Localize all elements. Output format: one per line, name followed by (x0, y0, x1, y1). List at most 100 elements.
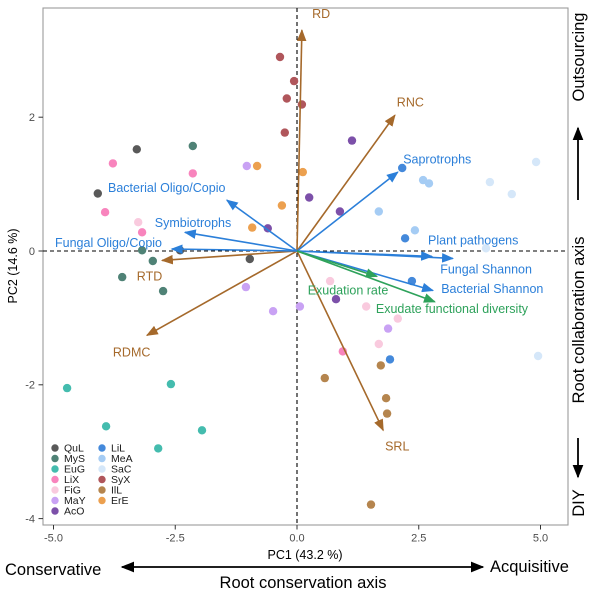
data-point-eug (197, 426, 207, 435)
legend-label-eug: EuG (64, 464, 85, 476)
legend-swatch-mys (51, 454, 59, 463)
y-axis-title: PC2 (14.6 %) (6, 228, 20, 303)
legend-swatch-qul (51, 444, 59, 452)
data-point-syx (297, 100, 307, 109)
legend-swatch-sac (98, 465, 106, 473)
data-point-eug (154, 444, 163, 453)
data-point-sac (533, 351, 543, 361)
data-point-may (242, 161, 251, 171)
bottom-right-annotation: Acquisitive (490, 558, 569, 576)
data-point-ere (298, 167, 307, 177)
legend-label-syx: SyX (111, 474, 130, 486)
data-point-ill (381, 394, 391, 403)
data-point-ere (248, 223, 257, 232)
data-point-lil (398, 163, 407, 173)
data-point-may (295, 302, 305, 311)
data-point-mys (188, 141, 197, 151)
data-point-sac (481, 244, 491, 253)
legend-swatch-ere (98, 496, 106, 505)
data-point-mys (118, 272, 127, 282)
data-point-eug (166, 379, 176, 389)
data-point-mys (158, 286, 168, 296)
data-point-syx (275, 52, 285, 62)
legend-label-lix: LiX (64, 474, 79, 486)
data-point-sac (507, 189, 516, 199)
data-point-fig (325, 276, 335, 286)
legend-item-mea: MeA (98, 453, 133, 465)
loading-arrow-saprotrophs (296, 171, 399, 252)
data-point-may (383, 324, 393, 333)
legend-swatch-eug (51, 465, 59, 473)
legend-label-ere: ErE (111, 495, 129, 507)
loading-arrow-symbiotrophs (183, 229, 298, 252)
legend-swatch-fig (51, 486, 59, 494)
legend-item-ill: IlL (98, 485, 122, 497)
legend-item-syx: SyX (98, 474, 130, 486)
data-point-syx (280, 128, 289, 137)
x-tick-label: -2.5 (166, 533, 185, 545)
loading-label-saprotrophs: Saprotrophs (403, 152, 471, 166)
loading-label-rnc: RNC (397, 96, 424, 110)
data-point-qul (93, 189, 103, 198)
data-point-lix (100, 208, 110, 217)
x-tick-label: 0.0 (289, 533, 304, 545)
loading-arrow-exudate-functional-diversity (296, 250, 436, 303)
data-point-may (268, 307, 278, 316)
right-middle-annotation: Root collaboration axis (570, 237, 588, 404)
legend-item-ere: ErE (98, 495, 129, 507)
loading-arrow-fungal-shannon (296, 250, 454, 263)
legend-swatch-ill (98, 486, 106, 494)
data-point-syx (282, 94, 291, 103)
legend-label-mea: MeA (111, 453, 133, 465)
y-tick-label: 2 (29, 112, 35, 124)
data-point-lix (108, 159, 118, 168)
data-point-fig (374, 339, 383, 349)
data-point-sac (531, 157, 541, 167)
data-point-ill (320, 373, 329, 383)
legend-item-qul: QuL (51, 443, 84, 455)
y-tick-label: -4 (25, 513, 35, 525)
legend-swatch-aco (51, 507, 59, 515)
data-point-mys (137, 246, 147, 255)
plot-panel (42, 7, 569, 526)
data-point-ere (277, 201, 287, 210)
loading-label-rdmc: RDMC (113, 346, 150, 360)
legend-label-mys: MyS (64, 453, 85, 465)
loading-label-plant-pathogens: Plant pathogens (428, 233, 518, 247)
legend-item-sac: SaC (98, 464, 132, 476)
loading-label-fungal-oligo-copio: Fungal Oligo/Copio (55, 236, 162, 250)
legend-swatch-syx (98, 475, 106, 484)
data-point-qul (132, 145, 141, 154)
data-point-ill (376, 361, 385, 370)
loading-arrow-srl (296, 250, 384, 432)
legend-swatch-may (51, 496, 59, 505)
legend-item-eug: EuG (51, 464, 85, 476)
x-tick-label: 2.5 (411, 533, 426, 545)
legend-label-ill: IlL (111, 485, 122, 497)
legend-label-may: MaY (64, 495, 86, 507)
data-point-lix (137, 228, 147, 237)
legend-item-aco: AcO (51, 506, 84, 518)
x-tick-label: -5.0 (44, 533, 63, 545)
y-tick-label: 0 (29, 246, 35, 258)
legend-label-sac: SaC (111, 464, 132, 476)
legend-label-qul: QuL (64, 443, 84, 455)
data-point-eug (101, 422, 111, 431)
data-point-ere (252, 161, 262, 171)
legend-item-lix: LiX (51, 474, 79, 486)
data-point-lil (385, 355, 395, 364)
loading-label-srl: SRL (385, 439, 409, 453)
data-point-fig (362, 302, 371, 311)
bottom-axis-annotation: Root conservation axis (220, 574, 387, 591)
legend-item-mys: MyS (51, 453, 85, 465)
loading-label-bacterial-shannon: Bacterial Shannon (441, 282, 543, 296)
loading-label-fungal-shannon: Fungal Shannon (440, 263, 532, 277)
data-point-qul (245, 254, 254, 264)
legend-swatch-lil (98, 444, 106, 452)
right-top-annotation: Outsourcing (570, 13, 588, 102)
data-point-mea (374, 207, 383, 216)
loading-arrow-rd (296, 29, 307, 252)
loading-arrow-rnc (296, 114, 396, 252)
